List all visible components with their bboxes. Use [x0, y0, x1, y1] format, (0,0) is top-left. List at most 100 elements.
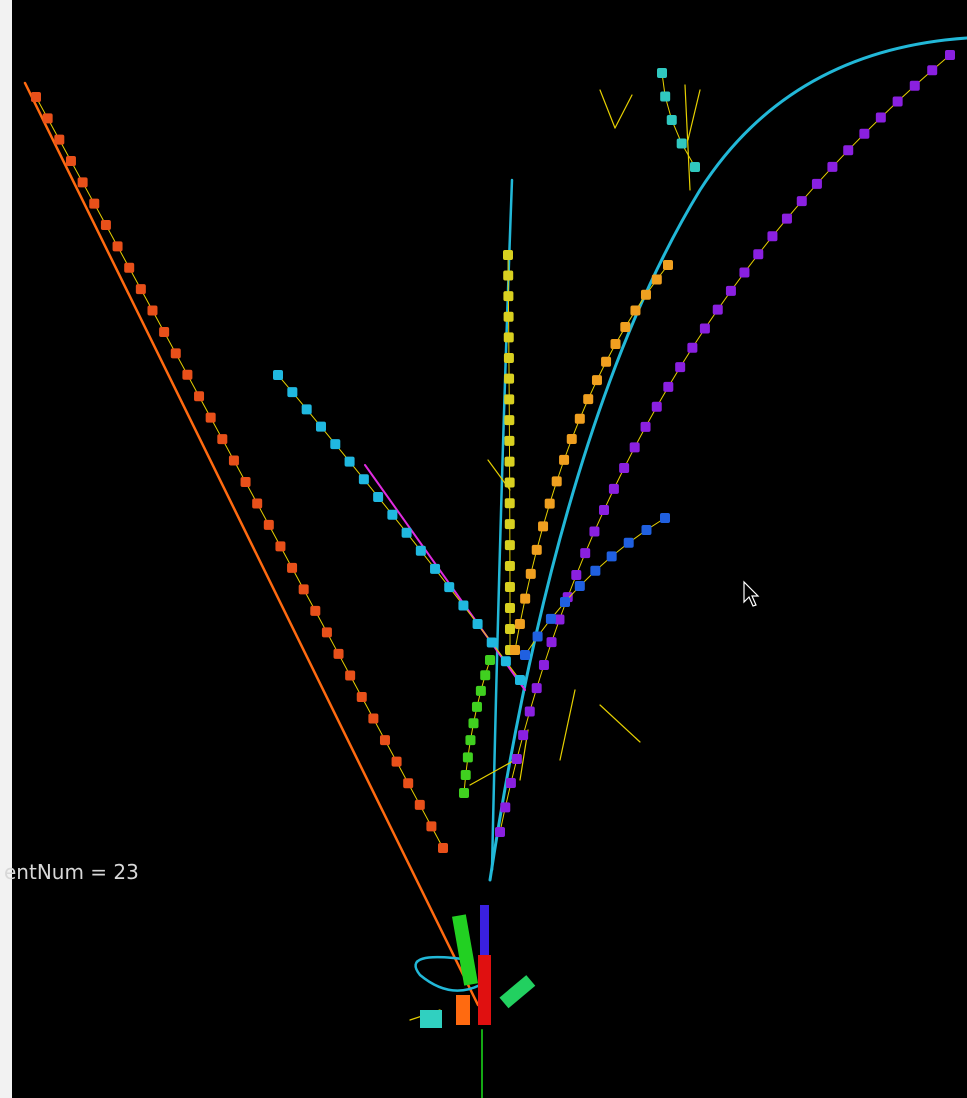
hit-cluster	[503, 332, 514, 343]
vertex-cluster	[420, 905, 536, 1028]
hit-cluster	[640, 289, 651, 300]
hit-cluster	[610, 339, 621, 350]
hit-cluster	[504, 581, 515, 592]
hit-cluster	[909, 80, 920, 91]
hit-cluster	[651, 274, 662, 285]
hit-cluster	[503, 270, 514, 281]
hit-cluster	[475, 685, 486, 696]
hit-cluster	[629, 442, 640, 453]
hit-cluster	[630, 305, 641, 316]
hit-cluster	[170, 348, 181, 359]
hit-cluster	[298, 584, 309, 595]
hit-cluster	[538, 659, 549, 670]
hit-cluster	[194, 391, 205, 402]
hit-cluster	[875, 112, 886, 123]
hit-cluster	[504, 561, 515, 572]
hit-cluster	[391, 756, 402, 767]
hit-cluster	[525, 568, 536, 579]
hit-cluster	[468, 718, 479, 729]
hit-cluster	[945, 50, 955, 60]
hit-cluster	[373, 491, 384, 502]
hit-cluster	[620, 321, 631, 332]
hit-cluster	[503, 250, 513, 260]
hit-cluster	[505, 778, 516, 789]
hit-cluster	[310, 605, 321, 616]
hit-cluster	[538, 521, 549, 532]
hit-cluster	[252, 498, 263, 509]
hit-cluster	[486, 637, 497, 648]
hit-cluster	[559, 454, 570, 465]
hit-cluster	[725, 285, 736, 296]
hit-cluster	[560, 597, 570, 607]
hit-cluster	[77, 177, 88, 188]
hit-cluster	[379, 735, 390, 746]
hit-cluster	[571, 569, 582, 580]
hit-cluster	[590, 565, 601, 576]
hit-cluster	[495, 827, 505, 837]
hit-cluster	[520, 593, 531, 604]
hit-cluster	[504, 456, 515, 467]
hit-cluster	[599, 505, 610, 516]
hit-cluster	[663, 381, 674, 392]
hit-cluster	[344, 456, 355, 467]
hit-cluster	[426, 821, 437, 832]
hit-cluster	[438, 843, 448, 853]
hit-cluster	[333, 648, 344, 659]
hit-cluster	[601, 356, 612, 367]
hit-cluster	[753, 249, 764, 260]
hit-cluster	[462, 752, 473, 763]
hit-cluster	[666, 115, 677, 125]
hit-cluster	[112, 241, 123, 252]
hit-cluster	[660, 513, 670, 523]
hit-cluster	[767, 231, 778, 242]
hit-cluster	[65, 155, 76, 166]
hit-cluster	[504, 373, 515, 384]
hit-cluster	[321, 627, 332, 638]
hit-cluster	[42, 113, 53, 124]
track	[488, 36, 967, 882]
hit-cluster	[403, 778, 414, 789]
hit-cluster	[531, 683, 542, 694]
hit-cluster	[503, 311, 514, 322]
hit-cluster	[159, 326, 170, 337]
hit-cluster	[892, 96, 903, 107]
hit-cluster	[554, 614, 565, 625]
hit-cluster	[589, 526, 600, 537]
hit-link	[499, 54, 951, 833]
hit-cluster	[263, 519, 274, 530]
hit-cluster	[859, 128, 870, 139]
hit-cluster	[500, 656, 511, 667]
hit-cluster	[471, 701, 482, 712]
hit-cluster	[532, 631, 543, 642]
hit-cluster	[544, 498, 555, 509]
panel-edge	[0, 0, 12, 1098]
hit-cluster	[781, 213, 792, 224]
hit-cluster	[275, 541, 286, 552]
hit-cluster	[368, 713, 379, 724]
hit-cluster	[676, 138, 687, 149]
hit-cluster	[345, 670, 356, 681]
hit-cluster	[387, 509, 398, 520]
hit-cluster	[623, 537, 634, 548]
hit-cluster	[515, 675, 525, 685]
hit-cluster	[712, 304, 723, 315]
hit-cluster	[566, 433, 577, 444]
mouse-cursor	[743, 580, 760, 607]
hit-cluster	[504, 394, 515, 405]
hit-cluster	[356, 692, 367, 702]
hit-cluster	[606, 551, 617, 562]
hit-cluster	[504, 415, 515, 426]
hit-cluster	[100, 220, 111, 231]
hit-cluster	[843, 145, 854, 156]
hit-cluster	[657, 68, 667, 78]
hit-cluster	[524, 706, 535, 717]
hit-cluster	[511, 753, 522, 764]
hit-cluster	[444, 582, 455, 593]
hit-cluster	[240, 476, 251, 487]
hit-cluster	[287, 562, 298, 573]
hit-cluster	[504, 477, 515, 488]
hit-cluster	[401, 527, 412, 538]
hit-cluster	[459, 788, 469, 798]
hit-cluster	[504, 519, 515, 530]
